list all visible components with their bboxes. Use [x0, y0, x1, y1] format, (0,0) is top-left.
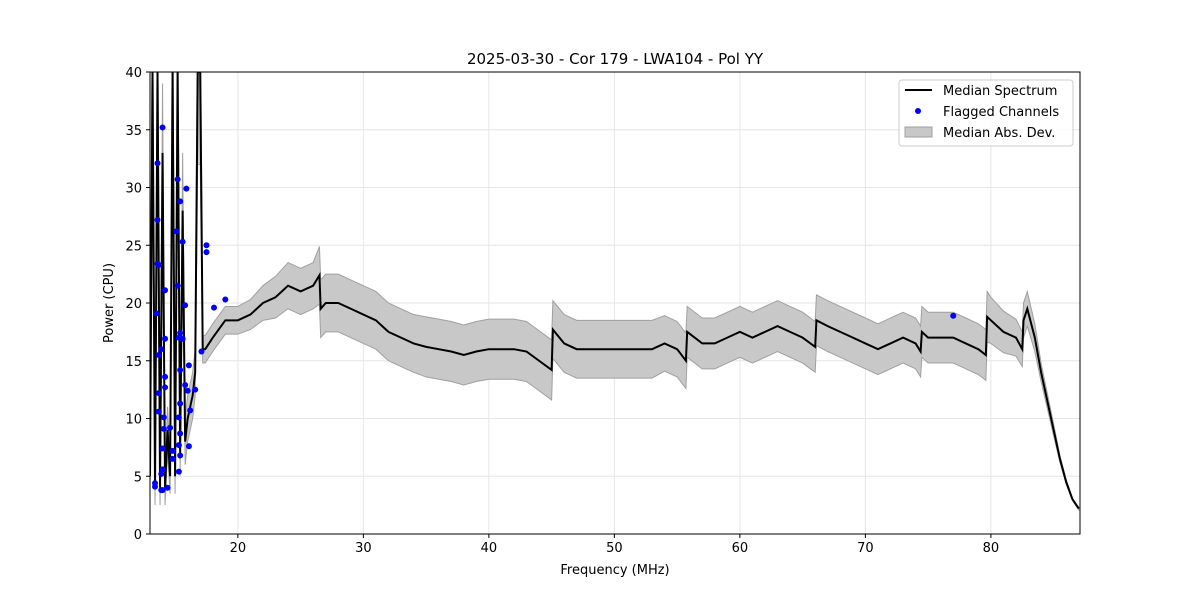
flagged-channel-point	[162, 335, 169, 342]
flagged-channel-point	[177, 430, 184, 437]
x-tick-label: 40	[481, 541, 498, 556]
flagged-channel-point	[173, 228, 180, 235]
flagged-channel-point	[155, 261, 162, 268]
flagged-channel-point	[203, 242, 210, 249]
flagged-channel-point	[158, 470, 165, 477]
x-tick-label: 50	[606, 541, 623, 556]
flagged-channel-point	[184, 387, 191, 394]
y-tick-label: 10	[125, 413, 142, 428]
x-axis-label: Frequency (MHz)	[560, 563, 669, 578]
flagged-channel-point	[174, 282, 181, 289]
y-tick-label: 40	[125, 66, 142, 81]
y-axis-label: Power (CPU)	[102, 263, 117, 343]
flagged-channel-point	[162, 287, 169, 294]
flagged-channel-point	[159, 445, 166, 452]
flagged-channel-point	[174, 176, 181, 183]
flagged-channel-point	[159, 124, 166, 131]
flagged-channel-point	[211, 304, 218, 311]
flagged-channel-point	[179, 238, 186, 245]
flagged-channel-point	[185, 362, 192, 369]
flagged-channel-point	[177, 452, 184, 459]
y-tick-label: 0	[134, 528, 142, 543]
flagged-channel-point	[158, 346, 165, 353]
chart-title: 2025-03-30 - Cor 179 - LWA104 - Pol YY	[467, 50, 764, 68]
flagged-channel-point	[183, 185, 190, 192]
legend-flagged-label: Flagged Channels	[943, 105, 1059, 120]
flagged-channel-point	[182, 382, 189, 389]
flagged-channel-point	[162, 373, 169, 380]
x-tick-label: 60	[732, 541, 749, 556]
flagged-channel-point	[160, 425, 167, 432]
y-tick-label: 35	[125, 124, 142, 139]
flagged-channel-point	[185, 443, 192, 450]
flagged-channel-point	[154, 216, 161, 223]
x-tick-label: 80	[983, 541, 1000, 556]
legend-median-label: Median Spectrum	[943, 84, 1057, 99]
legend-box	[898, 79, 1074, 147]
flagged-channel-point	[175, 468, 182, 475]
flagged-channel-point	[152, 483, 159, 490]
flagged-channel-point	[222, 296, 229, 303]
flagged-channel-point	[175, 414, 182, 421]
flagged-channel-point	[155, 351, 162, 358]
flagged-channel-point	[179, 335, 186, 342]
y-tick-label: 25	[125, 239, 142, 254]
flagged-channel-point	[153, 310, 160, 317]
flagged-channel-point	[182, 302, 189, 309]
flagged-channel-point	[203, 249, 210, 256]
flagged-channel-point	[162, 384, 169, 391]
flagged-channel-point	[169, 455, 176, 462]
x-tick-label: 70	[857, 541, 874, 556]
legend: Median Spectrum Flagged Channels Median …	[898, 79, 1074, 147]
flagged-channel-point	[177, 330, 184, 337]
flagged-channel-point	[192, 386, 199, 393]
y-tick-label: 5	[134, 470, 142, 485]
flagged-channel-point	[159, 466, 166, 473]
flagged-channel-point	[164, 484, 171, 491]
y-tick-label: 30	[125, 182, 142, 197]
x-tick-label: 30	[355, 541, 372, 556]
x-tick-label: 20	[230, 541, 247, 556]
y-tick-label: 15	[125, 355, 142, 370]
flagged-channel-point	[155, 390, 162, 397]
flagged-points	[152, 124, 957, 494]
flagged-channel-point	[177, 400, 184, 407]
axis-ticks: 20 30 40 50 60 70 80 0 5 10 15 20 25 30 35 40	[125, 66, 999, 556]
median-spectrum-line	[150, 72, 1080, 510]
flagged-channel-point	[169, 447, 176, 454]
legend-flagged-swatch	[915, 108, 921, 114]
flagged-channel-point	[187, 407, 194, 414]
flagged-channel-point	[167, 424, 174, 431]
flagged-channel-point	[160, 414, 167, 421]
flagged-channel-point	[154, 160, 161, 167]
flagged-channel-point	[950, 312, 957, 319]
legend-mad-label: Median Abs. Dev.	[943, 126, 1055, 141]
y-tick-label: 20	[125, 297, 142, 312]
legend-mad-swatch	[904, 126, 933, 138]
flagged-channel-point	[159, 487, 166, 494]
mad-band	[150, 72, 1080, 512]
flagged-channel-point	[177, 366, 184, 373]
flagged-channel-point	[198, 348, 205, 355]
flagged-channel-point	[175, 442, 182, 449]
flagged-channel-point	[177, 198, 184, 205]
flagged-channel-point	[155, 408, 162, 415]
